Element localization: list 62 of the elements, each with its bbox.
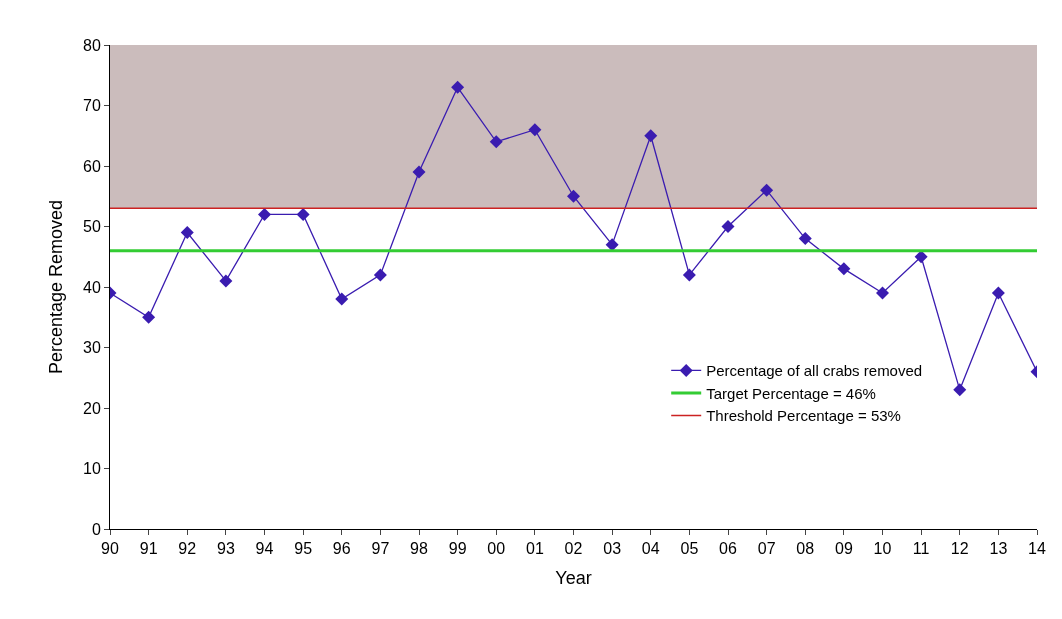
x-tick-label: 06 (719, 540, 737, 558)
x-tick-label: 13 (989, 540, 1008, 558)
point (876, 286, 889, 300)
legend-label: Target Percentage = 46% (706, 384, 876, 402)
y-axis-title: Percentage Removed (46, 199, 67, 375)
point (644, 129, 658, 143)
legend-label: Threshold Percentage = 53% (706, 407, 901, 425)
x-tick-label: 03 (603, 540, 622, 558)
point (489, 135, 503, 149)
point (142, 310, 156, 324)
point (798, 232, 812, 246)
point (296, 207, 310, 221)
y-tick-label: 10 (83, 460, 101, 478)
x-tick-label: 14 (1028, 540, 1046, 558)
x-tick-label: 10 (873, 540, 892, 558)
x-axis-title: Year (555, 568, 592, 589)
x-tick-label: 05 (680, 540, 699, 558)
x-tick-label: 90 (101, 540, 119, 558)
y-tick-label: 40 (83, 278, 101, 296)
point (914, 250, 928, 264)
y-tick-label: 70 (83, 97, 101, 115)
point (605, 238, 619, 252)
x-tick-label: 02 (564, 540, 583, 558)
x-tick-label: 94 (255, 540, 274, 558)
point (335, 292, 349, 306)
x-tick-label: 09 (834, 540, 853, 558)
x-tick-label: 12 (950, 540, 969, 558)
point (528, 123, 542, 137)
point (412, 165, 426, 179)
x-tick-label: 93 (216, 540, 235, 558)
x-tick-label: 99 (448, 540, 467, 558)
y-tick-label: 30 (83, 339, 101, 357)
y-tick-label: 80 (83, 36, 101, 54)
point (991, 286, 1005, 300)
x-tick-label: 11 (912, 540, 930, 558)
point (567, 189, 580, 203)
y-tick-label: 0 (91, 520, 101, 538)
y-tick-label: 60 (83, 157, 101, 175)
x-tick-label: 96 (332, 540, 351, 558)
x-tick-label: 97 (371, 540, 390, 558)
x-tick-label: 07 (757, 540, 776, 558)
y-tick-label: 20 (83, 399, 101, 417)
point (953, 383, 967, 397)
x-tick-label: 95 (294, 540, 313, 558)
point (837, 262, 851, 276)
x-tick-label: 08 (796, 540, 815, 558)
point (760, 183, 774, 197)
point (721, 220, 735, 233)
point (373, 268, 387, 282)
legend-label: Percentage of all crabs removed (706, 362, 923, 380)
point (451, 80, 465, 94)
point (180, 226, 194, 240)
x-tick-label: 91 (139, 540, 158, 558)
point (258, 207, 271, 221)
point (219, 274, 233, 288)
x-tick-label: 98 (410, 540, 428, 558)
x-tick-label: 00 (487, 540, 506, 558)
x-tick-label: 92 (178, 540, 197, 558)
y-tick-label: 50 (83, 218, 101, 236)
x-tick-label: 04 (641, 540, 660, 558)
x-tick-label: 01 (525, 540, 544, 558)
point (682, 268, 696, 282)
